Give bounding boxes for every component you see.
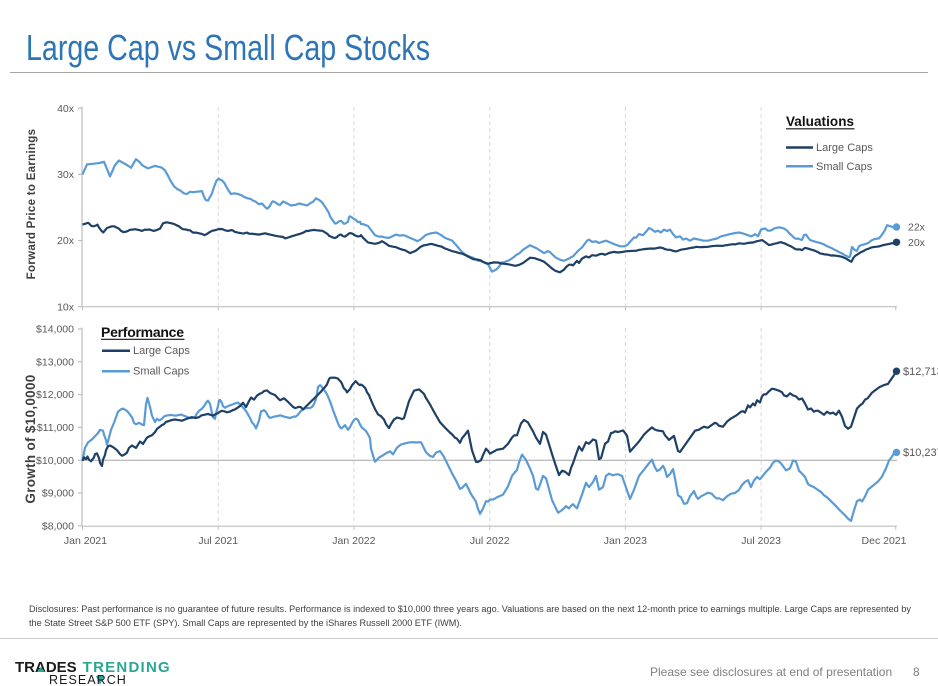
svg-text:Growth of $10,0000: Growth of $10,0000 [23, 374, 38, 503]
svg-text:$10,237: $10,237 [903, 447, 938, 459]
svg-text:$9,000: $9,000 [42, 488, 74, 500]
svg-text:$11,000: $11,000 [37, 422, 74, 434]
svg-text:Dec 2021: Dec 2021 [862, 535, 907, 547]
svg-text:Jul 2021: Jul 2021 [198, 535, 238, 547]
svg-text:Large Caps: Large Caps [133, 345, 190, 357]
svg-text:20x: 20x [57, 235, 75, 247]
svg-text:20x: 20x [908, 237, 926, 249]
svg-text:Large Caps: Large Caps [816, 142, 873, 154]
svg-text:$10,000: $10,000 [36, 455, 74, 467]
svg-text:Jan 2023: Jan 2023 [604, 535, 647, 547]
svg-text:10x: 10x [57, 301, 75, 313]
svg-text:Jan 2022: Jan 2022 [332, 535, 375, 547]
svg-text:40x: 40x [57, 103, 75, 115]
svg-text:Forward Price to Earnings: Forward Price to Earnings [26, 129, 38, 280]
svg-text:$8,000: $8,000 [42, 520, 74, 532]
svg-text:Performance: Performance [101, 324, 184, 340]
svg-text:Small Caps: Small Caps [816, 161, 873, 173]
svg-text:$12,713: $12,713 [903, 366, 938, 378]
svg-text:Small Caps: Small Caps [133, 366, 190, 378]
svg-text:Jul 2022: Jul 2022 [470, 535, 510, 547]
svg-text:Valuations: Valuations [786, 114, 854, 129]
svg-text:$13,000: $13,000 [36, 356, 74, 368]
svg-text:$14,000: $14,000 [36, 324, 74, 336]
svg-text:22x: 22x [908, 222, 926, 234]
svg-text:Jul 2023: Jul 2023 [741, 535, 781, 547]
svg-text:$12,000: $12,000 [36, 389, 74, 401]
svg-text:Jan 2021: Jan 2021 [64, 535, 107, 547]
svg-text:30x: 30x [57, 169, 75, 181]
